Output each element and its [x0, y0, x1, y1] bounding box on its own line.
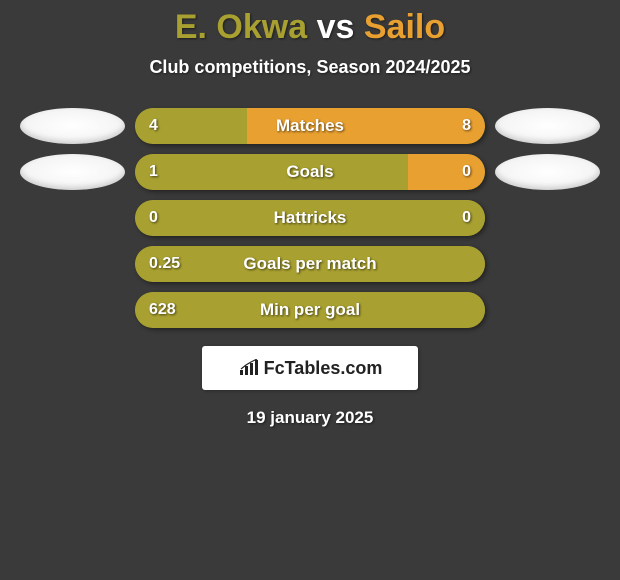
stat-value-right: 0: [462, 209, 471, 227]
stat-value-left: 1: [149, 163, 158, 181]
vs-text: vs: [317, 8, 355, 46]
bar-fill-right: [408, 154, 485, 190]
stat-label: Hattricks: [274, 208, 347, 228]
avatar-col-right: [485, 154, 610, 190]
stat-value-left: 0.25: [149, 255, 180, 273]
stat-row: 0 0 Hattricks: [10, 200, 610, 236]
subtitle: Club competitions, Season 2024/2025: [0, 57, 620, 78]
page-title: E. Okwa vs Sailo: [0, 0, 620, 47]
stat-label: Min per goal: [260, 300, 360, 320]
stat-bar: 0 0 Hattricks: [135, 200, 485, 236]
player2-name: Sailo: [364, 8, 445, 46]
stat-value-left: 628: [149, 301, 176, 319]
player1-avatar: [20, 108, 125, 144]
brand-text: FcTables.com: [264, 358, 383, 379]
bar-fill-left: [135, 154, 408, 190]
player2-avatar: [495, 108, 600, 144]
stat-value-right: 0: [462, 163, 471, 181]
player1-name: E. Okwa: [175, 8, 307, 46]
stat-bar: 628 Min per goal: [135, 292, 485, 328]
avatar-col-left: [10, 108, 135, 144]
player2-avatar: [495, 154, 600, 190]
avatar-col-left: [10, 154, 135, 190]
stat-bar: 4 8 Matches: [135, 108, 485, 144]
stat-bars: 4 8 Matches 1 0 Goals 0 0 Hattricks 0.25 Goals per…: [0, 108, 620, 328]
stat-value-left: 4: [149, 117, 158, 135]
stat-value-left: 0: [149, 209, 158, 227]
stat-row: 4 8 Matches: [10, 108, 610, 144]
stat-label: Matches: [276, 116, 344, 136]
brand-chart-icon: [238, 359, 260, 377]
date-label: 19 january 2025: [0, 408, 620, 428]
stat-row: 1 0 Goals: [10, 154, 610, 190]
avatar-col-right: [485, 108, 610, 144]
stat-value-right: 8: [462, 117, 471, 135]
stat-row: 628 Min per goal: [10, 292, 610, 328]
stat-label: Goals: [286, 162, 333, 182]
stat-label: Goals per match: [243, 254, 376, 274]
stat-bar: 0.25 Goals per match: [135, 246, 485, 282]
stat-bar: 1 0 Goals: [135, 154, 485, 190]
brand-badge: FcTables.com: [202, 346, 418, 390]
stat-row: 0.25 Goals per match: [10, 246, 610, 282]
player1-avatar: [20, 154, 125, 190]
